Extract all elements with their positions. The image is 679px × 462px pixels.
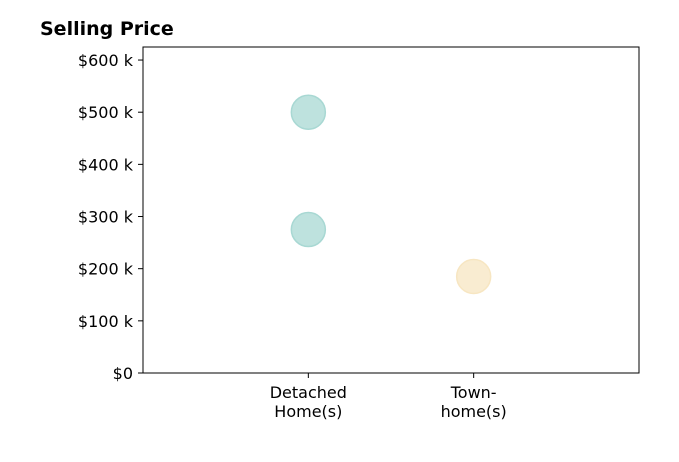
x-axis: Detached Home(s) Town-home(s) xyxy=(270,373,507,421)
plot-frame xyxy=(142,46,640,374)
data-point xyxy=(455,258,492,295)
y-tick-label: $0 xyxy=(113,364,133,383)
y-tick-label: $600 k xyxy=(78,51,134,70)
y-tick-label: $300 k xyxy=(78,208,134,227)
data-point xyxy=(290,211,327,248)
y-tick-label: $400 k xyxy=(78,155,134,174)
data-point xyxy=(290,94,327,130)
points-layer xyxy=(290,94,492,295)
y-axis: $0 $100 k $200 k $300 k $400 k $500 k $600 k xyxy=(78,51,143,383)
x-tick-label: Detached Home(s) xyxy=(270,383,347,421)
x-tick-label: Town-home(s) xyxy=(441,383,507,421)
y-tick-label: $100 k xyxy=(78,312,134,331)
y-tick-label: $200 k xyxy=(78,260,134,279)
y-tick-label: $500 k xyxy=(78,103,134,122)
chart-title: Selling Price xyxy=(40,18,174,40)
